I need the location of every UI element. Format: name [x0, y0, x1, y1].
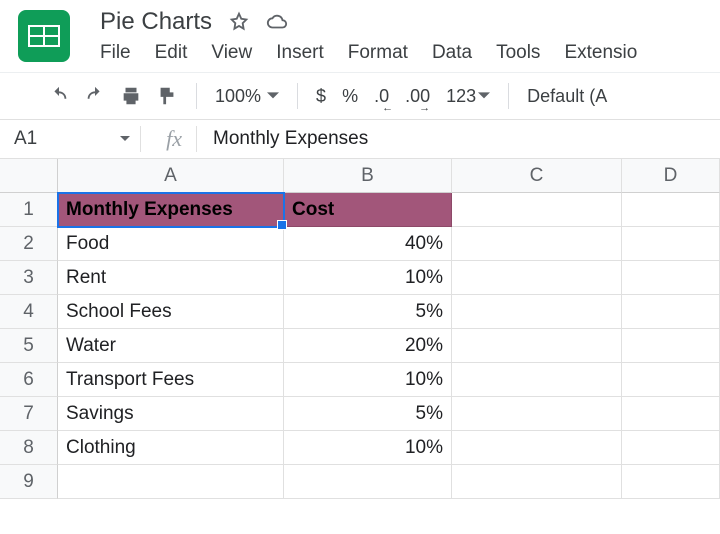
cell-a3[interactable]: Rent — [58, 261, 284, 295]
cell-b3[interactable]: 10% — [284, 261, 452, 295]
cell-b6[interactable]: 10% — [284, 363, 452, 397]
col-header-d[interactable]: D — [622, 159, 720, 193]
formula-input[interactable]: Monthly Expenses — [197, 128, 720, 150]
paint-format-icon[interactable] — [156, 85, 178, 107]
increase-decimal[interactable]: .00 → — [405, 86, 430, 107]
cell-d7[interactable] — [622, 397, 720, 431]
more-formats[interactable]: 123 — [446, 86, 490, 107]
col-header-b[interactable]: B — [284, 159, 452, 193]
sheets-logo[interactable] — [18, 10, 70, 62]
document-title[interactable]: Pie Charts — [100, 8, 212, 36]
cell-d8[interactable] — [622, 431, 720, 465]
cell-c3[interactable] — [452, 261, 622, 295]
cell-b4[interactable]: 5% — [284, 295, 452, 329]
cell-b2[interactable]: 40% — [284, 227, 452, 261]
name-box[interactable]: A1 — [0, 128, 140, 150]
cell-b9[interactable] — [284, 465, 452, 499]
row-header-8[interactable]: 8 — [0, 431, 58, 465]
col-header-c[interactable]: C — [452, 159, 622, 193]
cell-d3[interactable] — [622, 261, 720, 295]
cell-a6[interactable]: Transport Fees — [58, 363, 284, 397]
cell-c9[interactable] — [452, 465, 622, 499]
caret-down-icon — [478, 86, 490, 107]
cell-b5[interactable]: 20% — [284, 329, 452, 363]
format-percent[interactable]: % — [342, 86, 358, 107]
cell-d9[interactable] — [622, 465, 720, 499]
redo-icon[interactable] — [84, 85, 106, 107]
zoom-select[interactable]: 100% — [215, 86, 279, 107]
row-header-1[interactable]: 1 — [0, 193, 58, 227]
cell-a8[interactable]: Clothing — [58, 431, 284, 465]
toolbar: 100% $ % .0 ← .00 → 123 Default (A — [0, 72, 720, 119]
cell-reference: A1 — [14, 128, 37, 150]
cell-d1[interactable] — [622, 193, 720, 227]
undo-icon[interactable] — [48, 85, 70, 107]
menu-extensions[interactable]: Extensio — [564, 42, 637, 64]
menu-file[interactable]: File — [100, 42, 131, 64]
formula-bar: A1 fx Monthly Expenses — [0, 119, 720, 159]
separator — [196, 83, 197, 109]
spreadsheet-grid: A B C D 1 Monthly Expenses Cost 2 Food 4… — [0, 159, 720, 499]
cell-a2[interactable]: Food — [58, 227, 284, 261]
cell-b8[interactable]: 10% — [284, 431, 452, 465]
menubar: File Edit View Insert Format Data Tools … — [88, 36, 720, 72]
cell-b7[interactable]: 5% — [284, 397, 452, 431]
cell-a9[interactable] — [58, 465, 284, 499]
menu-format[interactable]: Format — [348, 42, 408, 64]
zoom-value: 100% — [215, 86, 261, 107]
menu-insert[interactable]: Insert — [276, 42, 324, 64]
cell-c4[interactable] — [452, 295, 622, 329]
cell-c6[interactable] — [452, 363, 622, 397]
menu-data[interactable]: Data — [432, 42, 472, 64]
decrease-decimal[interactable]: .0 ← — [374, 86, 389, 107]
row-header-3[interactable]: 3 — [0, 261, 58, 295]
star-icon[interactable] — [228, 11, 250, 33]
menu-edit[interactable]: Edit — [155, 42, 188, 64]
cell-d6[interactable] — [622, 363, 720, 397]
fx-icon: fx — [140, 126, 196, 152]
col-header-a[interactable]: A — [58, 159, 284, 193]
cell-a4[interactable]: School Fees — [58, 295, 284, 329]
menu-view[interactable]: View — [211, 42, 252, 64]
cell-a7[interactable]: Savings — [58, 397, 284, 431]
cell-c1[interactable] — [452, 193, 622, 227]
separator — [297, 83, 298, 109]
cell-c7[interactable] — [452, 397, 622, 431]
caret-down-icon — [120, 128, 130, 150]
cell-c2[interactable] — [452, 227, 622, 261]
select-all-corner[interactable] — [0, 159, 58, 193]
row-header-2[interactable]: 2 — [0, 227, 58, 261]
cell-a5[interactable]: Water — [58, 329, 284, 363]
row-header-7[interactable]: 7 — [0, 397, 58, 431]
cell-b1[interactable]: Cost — [284, 193, 452, 227]
cell-d2[interactable] — [622, 227, 720, 261]
cell-d4[interactable] — [622, 295, 720, 329]
cell-c5[interactable] — [452, 329, 622, 363]
cloud-icon[interactable] — [266, 11, 288, 33]
format-currency[interactable]: $ — [316, 86, 326, 107]
caret-down-icon — [267, 86, 279, 107]
separator — [508, 83, 509, 109]
font-select[interactable]: Default (A — [527, 86, 607, 107]
menu-tools[interactable]: Tools — [496, 42, 540, 64]
cell-c8[interactable] — [452, 431, 622, 465]
cell-a1[interactable]: Monthly Expenses — [58, 193, 284, 227]
row-header-4[interactable]: 4 — [0, 295, 58, 329]
row-header-5[interactable]: 5 — [0, 329, 58, 363]
print-icon[interactable] — [120, 85, 142, 107]
cell-d5[interactable] — [622, 329, 720, 363]
row-header-9[interactable]: 9 — [0, 465, 58, 499]
row-header-6[interactable]: 6 — [0, 363, 58, 397]
